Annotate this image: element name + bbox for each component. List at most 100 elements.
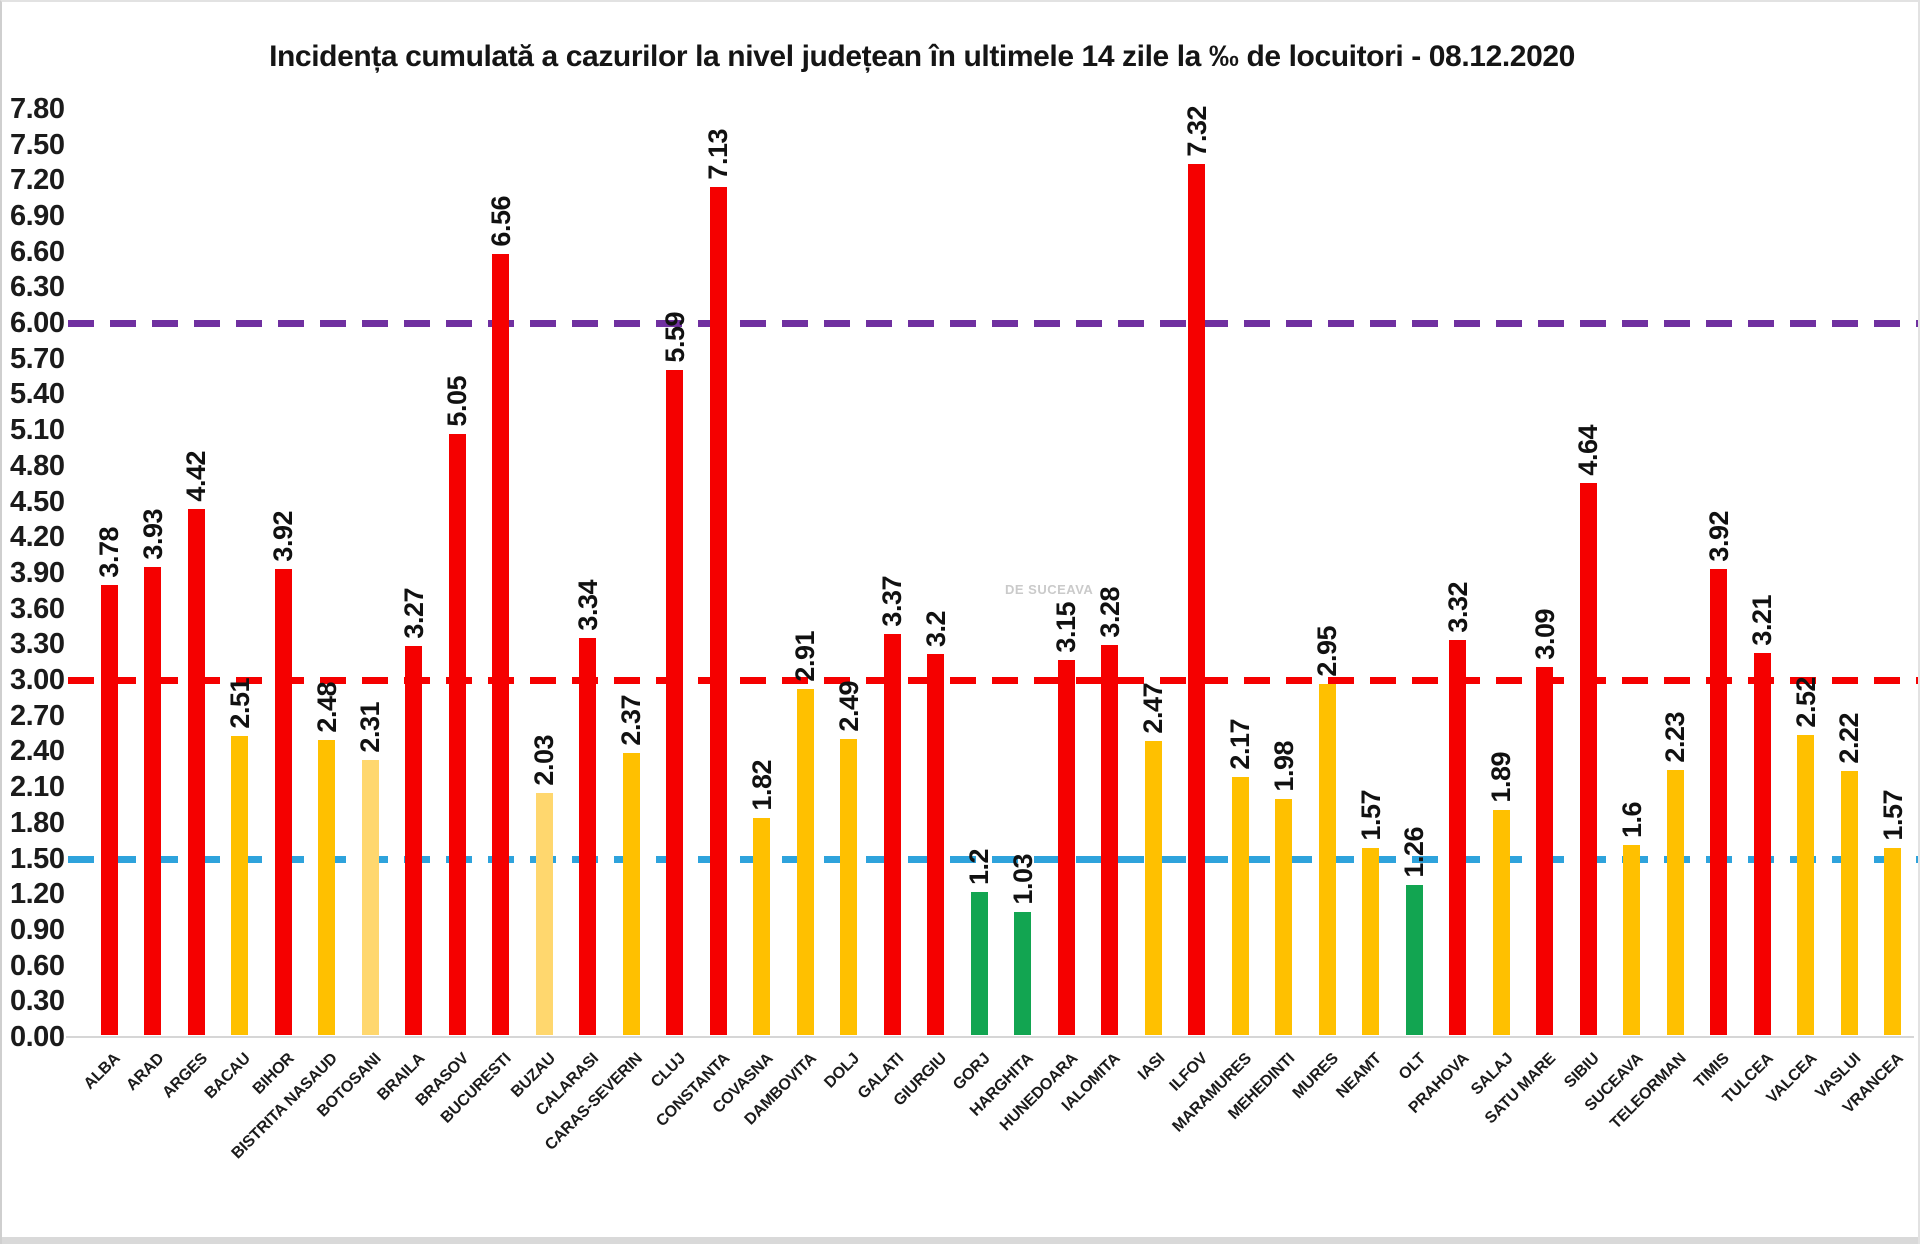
bar-value-label: 3.92 (268, 511, 298, 562)
bar-value-label: 2.37 (616, 695, 646, 746)
bar-mehedinti (1275, 799, 1292, 1035)
reference-line-6.00 (68, 320, 1918, 327)
bar-value-label: 3.92 (1704, 511, 1734, 562)
bar-value-label: 2.03 (529, 735, 559, 786)
y-axis-tick-label: 0.00 (10, 1021, 65, 1053)
bar-bacau (231, 736, 248, 1035)
bar-value-label: 2.91 (790, 631, 820, 682)
bar-sibiu (1580, 483, 1597, 1035)
bar-value-label: 3.34 (573, 580, 603, 631)
bar-value-label: 3.32 (1443, 582, 1473, 633)
image-bottom-border (2, 1237, 1918, 1244)
y-axis-tick-label: 6.30 (10, 271, 65, 304)
bar-value-label: 2.47 (1138, 683, 1168, 734)
bar-value-label: 1.6 (1617, 801, 1647, 838)
bar-value-label: 1.89 (1486, 752, 1516, 803)
y-axis-tick-label: 6.90 (10, 199, 65, 232)
x-axis-label-neamt: NEAMT (1333, 1050, 1386, 1102)
bar-value-label: 3.37 (877, 576, 907, 627)
bar-value-label: 3.2 (921, 610, 951, 647)
bar-value-label: 3.28 (1095, 587, 1125, 638)
bar-bistrita-nasaud (318, 740, 335, 1035)
x-axis-label-arges: ARGES (159, 1050, 212, 1102)
y-axis-tick-label: 5.70 (10, 342, 65, 375)
bar-iasi (1145, 741, 1162, 1035)
bar-valcea (1797, 735, 1814, 1035)
bar-value-label: 5.59 (660, 312, 690, 363)
x-axis-label-iasi: IASI (1134, 1050, 1169, 1084)
bar-value-label: 4.42 (181, 451, 211, 502)
bar-botosani (362, 760, 379, 1035)
y-axis-tick-label: 3.60 (10, 592, 65, 625)
bar-value-label: 1.57 (1356, 790, 1386, 841)
y-axis-tick-label: 2.70 (10, 699, 65, 732)
bar-value-label: 3.09 (1530, 609, 1560, 660)
bar-value-label: 1.57 (1878, 790, 1908, 841)
bar-value-label: 1.82 (747, 760, 777, 811)
bar-timis (1710, 569, 1727, 1035)
bar-value-label: 4.64 (1573, 425, 1603, 476)
bar-dolj (840, 739, 857, 1035)
bar-bucuresti (492, 254, 509, 1035)
reference-line-3.00 (68, 677, 1918, 684)
chart-title: Incidența cumulată a cazurilor la nivel … (269, 40, 1575, 73)
bar-gorj (971, 892, 988, 1035)
y-axis-tick-label: 3.30 (10, 628, 65, 661)
bar-alba (101, 585, 118, 1035)
y-axis-tick-label: 4.50 (10, 485, 65, 518)
y-axis-tick-label: 3.90 (10, 556, 65, 589)
bar-value-label: 2.51 (225, 678, 255, 729)
bar-tulcea (1754, 653, 1771, 1035)
bar-satu-mare (1536, 667, 1553, 1035)
bar-value-label: 2.95 (1312, 626, 1342, 677)
bar-value-label: 2.48 (312, 682, 342, 733)
y-axis-tick-label: 6.60 (10, 235, 65, 268)
bar-giurgiu (927, 654, 944, 1035)
bar-bihor (275, 569, 292, 1035)
bar-buzau (536, 793, 553, 1035)
bar-value-label: 2.22 (1834, 713, 1864, 764)
reference-line-1.50 (68, 855, 1918, 863)
bar-suceava (1623, 845, 1640, 1035)
bar-value-label: 2.23 (1660, 712, 1690, 763)
bar-olt (1406, 885, 1423, 1035)
bar-value-label: 6.56 (486, 196, 516, 247)
y-axis-tick-label: 4.80 (10, 449, 65, 482)
x-axis-label-bacau: BACAU (201, 1050, 255, 1103)
y-axis-tick-label: 1.80 (10, 806, 65, 839)
bar-vaslui (1841, 771, 1858, 1035)
y-axis-tick-label: 6.00 (10, 307, 65, 339)
bar-hunedoara (1058, 660, 1075, 1035)
y-axis-tick-label: 1.20 (10, 878, 65, 911)
y-axis-tick-label: 5.40 (10, 378, 65, 411)
bar-galati (884, 634, 901, 1035)
bar-arad (144, 567, 161, 1035)
y-axis-tick-label: 5.10 (10, 414, 65, 447)
bar-value-label: 1.2 (964, 848, 994, 885)
bar-value-label: 1.26 (1399, 827, 1429, 878)
bar-value-label: 5.05 (442, 376, 472, 427)
bar-neamt (1362, 848, 1379, 1035)
bar-vrancea (1884, 848, 1901, 1035)
bar-dambovita (797, 689, 814, 1035)
bar-value-label: 3.27 (399, 588, 429, 639)
x-axis-label-alba: ALBA (81, 1050, 125, 1093)
bar-value-label: 1.98 (1269, 741, 1299, 792)
watermark-text: DE SUCEAVA (1005, 582, 1094, 597)
bar-teleorman (1667, 770, 1684, 1035)
bar-brasov (449, 434, 466, 1035)
bar-value-label: 2.17 (1225, 719, 1255, 770)
bar-value-label: 2.52 (1791, 677, 1821, 728)
x-axis-label-cluj: CLUJ (648, 1050, 690, 1092)
y-axis-tick-label: 3.00 (10, 664, 65, 696)
bar-value-label: 1.03 (1008, 854, 1038, 905)
bar-mures (1319, 684, 1336, 1035)
bar-braila (405, 646, 422, 1035)
bar-ialomita (1101, 645, 1118, 1035)
bar-ilfov (1188, 164, 1205, 1035)
y-axis-tick-label: 7.20 (10, 164, 65, 197)
bar-maramures (1232, 777, 1249, 1035)
bar-arges (188, 509, 205, 1035)
bar-value-label: 3.21 (1747, 595, 1777, 646)
